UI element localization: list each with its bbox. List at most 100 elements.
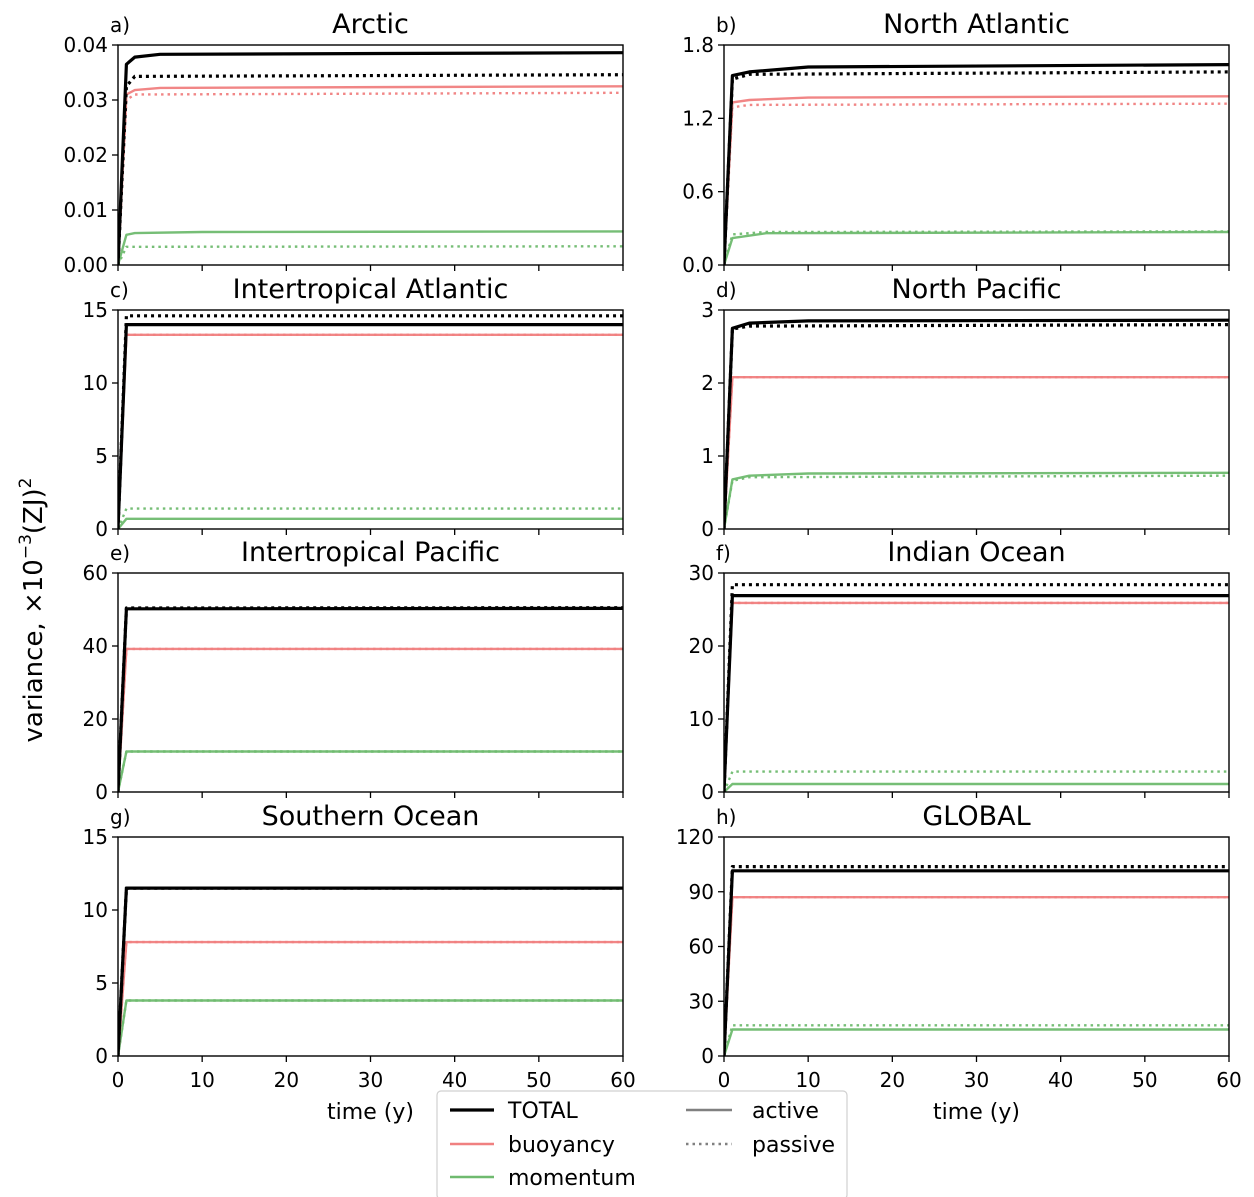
x-tick-label: 0 [112, 1068, 125, 1092]
y-tick-label: 0 [95, 1044, 108, 1068]
axes-frame [723, 572, 1230, 793]
series-group [724, 318, 1229, 529]
series-momentum-passive [724, 474, 1229, 529]
y-tick-label: 15 [83, 825, 108, 849]
series-momentum-active [118, 750, 623, 792]
panels: 0.00 0.01 0.02 0.03 0.04a) Arctic 0.0 0.6 1.2 1.8… [63, 9, 1241, 1125]
series-group [118, 314, 623, 529]
series-momentum-active [724, 230, 1229, 265]
y-axis-label-unit-exponent: 2 [16, 477, 36, 488]
series-momentum-passive [118, 507, 623, 529]
y-tick-label: 15 [83, 298, 108, 322]
y-tick-label: 0 [95, 517, 108, 541]
panel-letter: b) [716, 13, 737, 37]
y-tick-label: 1.8 [682, 33, 714, 57]
x-tick-label: 30 [358, 1068, 383, 1092]
legend-entry-active: active [686, 1099, 819, 1124]
x-tick-label: 60 [610, 1068, 635, 1092]
series-momentum-active [724, 471, 1229, 529]
x-axis-label: time (y) [933, 1100, 1020, 1125]
y-tick-label: 10 [83, 371, 108, 395]
legend: TOTAL buoyancy momentum active passive [436, 1090, 848, 1197]
y-tick-label: 5 [95, 971, 108, 995]
x-tick-label: 20 [274, 1068, 299, 1092]
y-tick-label: 0.0 [682, 253, 714, 277]
panel-letter: c) [110, 278, 129, 302]
series-total-active [118, 323, 623, 529]
series-buoyancy-active [724, 95, 1229, 265]
panel-title: Southern Ocean [262, 801, 480, 832]
x-tick-label: 40 [1048, 1068, 1073, 1092]
x-tick-label: 10 [795, 1068, 820, 1092]
series-total-active [118, 886, 623, 1056]
panel-title: Intertropical Atlantic [233, 274, 509, 305]
series-buoyancy-passive [724, 896, 1229, 1056]
panel-north-atlantic: 0.0 0.6 1.2 1.8b) North Atlantic [682, 9, 1230, 277]
panel-letter: f) [716, 541, 731, 565]
y-tick-label: 30 [689, 989, 714, 1013]
y-tick-label: 90 [689, 880, 714, 904]
series-momentum-passive [724, 770, 1229, 792]
y-tick-label: 40 [83, 634, 108, 658]
series-buoyancy-active [724, 376, 1229, 529]
legend-entry-passive: passive [686, 1133, 835, 1158]
series-buoyancy-passive [118, 940, 623, 1056]
series-total-active [724, 318, 1229, 529]
series-total-active [724, 593, 1229, 792]
legend-label-buoyancy: buoyancy [508, 1133, 615, 1158]
panel-arctic: 0.00 0.01 0.02 0.03 0.04a) Arctic [63, 9, 624, 277]
legend-label-momentum: momentum [508, 1166, 636, 1191]
y-tick-label: 0.03 [63, 88, 108, 112]
series-buoyancy-active [724, 601, 1229, 792]
series-buoyancy-active [724, 896, 1229, 1056]
panel-title: GLOBAL [922, 801, 1030, 832]
panel-title: Arctic [332, 9, 409, 40]
panel-title: Indian Ocean [887, 537, 1065, 568]
x-tick-label: 30 [964, 1068, 989, 1092]
y-axis-label-exponent: −3 [16, 534, 36, 559]
y-tick-label: 30 [689, 561, 714, 585]
y-tick-label: 10 [689, 707, 714, 731]
series-buoyancy-active [118, 647, 623, 792]
series-buoyancy-active [118, 85, 623, 265]
panel-letter: e) [110, 541, 130, 565]
y-tick-label: 0.00 [63, 253, 108, 277]
legend-entry-buoyancy: buoyancy [450, 1133, 615, 1158]
panel-indian-ocean: 0 10 20 30f) Indian Ocean [689, 537, 1230, 804]
series-total-passive [118, 73, 623, 265]
panel-title: North Atlantic [883, 9, 1070, 40]
series-buoyancy-active [118, 333, 623, 529]
panel-letter: a) [110, 13, 130, 37]
series-total-passive [724, 864, 1229, 1056]
y-axis-label-main: variance, ×10 [19, 559, 49, 742]
y-axis-label-unit: (ZJ) [19, 488, 49, 534]
legend-entry-momentum: momentum [450, 1166, 636, 1191]
y-tick-label: 1.2 [682, 106, 714, 130]
series-buoyancy-passive [118, 333, 623, 529]
series-total-passive [724, 323, 1229, 529]
series-buoyancy-passive [724, 102, 1229, 265]
series-momentum-active [724, 1028, 1229, 1056]
x-tick-label: 0 [718, 1068, 731, 1092]
panel-north-pacific: 0 1 2 3d) North Pacific [701, 274, 1230, 541]
series-buoyancy-passive [724, 376, 1229, 529]
y-tick-label: 60 [689, 935, 714, 959]
series-momentum-passive [118, 999, 623, 1056]
panel-letter: d) [716, 278, 737, 302]
y-tick-label: 5 [95, 444, 108, 468]
y-tick-label: 20 [83, 707, 108, 731]
series-group [724, 583, 1229, 792]
y-tick-label: 3 [701, 298, 714, 322]
panel-global: 0 30 60 90 120 0 10 20 30 40 50 60 time (y) h) GLOBAL [676, 801, 1242, 1125]
panel-southern-ocean: 0 5 10 15 0 10 20 30 40 50 60 time (y) g) Southern Oc… [83, 801, 636, 1125]
series-total-passive [118, 886, 623, 1056]
series-momentum-active [118, 230, 623, 265]
y-tick-label: 0.01 [63, 198, 108, 222]
x-tick-label: 10 [189, 1068, 214, 1092]
panel-intertropical-atlantic: 0 5 10 15c) Intertropical Atlantic [83, 274, 624, 541]
legend-label-total: TOTAL [507, 1099, 579, 1124]
series-total-passive [118, 314, 623, 529]
y-axis-label: variance, ×10−3(ZJ)2 [16, 477, 49, 742]
panel-intertropical-pacific: 0 20 40 60e) Intertropical Pacific [83, 537, 624, 804]
series-momentum-active [118, 517, 623, 529]
